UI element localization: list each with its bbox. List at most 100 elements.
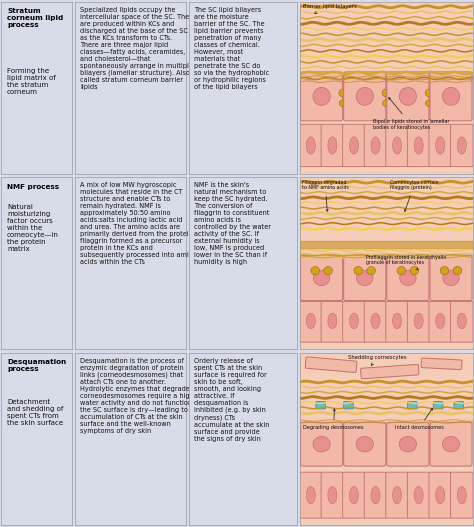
Text: Forming the
lipid matrix of
the stratum
corneum: Forming the lipid matrix of the stratum … (7, 68, 56, 95)
Ellipse shape (392, 486, 401, 504)
Ellipse shape (440, 267, 449, 275)
FancyBboxPatch shape (421, 358, 462, 369)
Ellipse shape (349, 313, 358, 329)
Ellipse shape (339, 89, 347, 97)
Ellipse shape (392, 313, 401, 329)
Ellipse shape (306, 313, 315, 329)
FancyBboxPatch shape (316, 402, 326, 409)
Text: Bipolar lipids stored in lamellar
bodies of keratinocytes: Bipolar lipids stored in lamellar bodies… (373, 97, 449, 130)
FancyBboxPatch shape (344, 422, 386, 466)
FancyBboxPatch shape (450, 301, 473, 342)
Ellipse shape (383, 100, 390, 106)
Ellipse shape (436, 137, 445, 154)
Text: Comeocytes contain
filaggrin (protein): Comeocytes contain filaggrin (protein) (390, 180, 438, 211)
FancyBboxPatch shape (430, 422, 472, 466)
Text: A mix of low MW hygroscopic
molecules that reside in the CT
structure and enable: A mix of low MW hygroscopic molecules th… (81, 182, 197, 265)
Ellipse shape (410, 267, 419, 275)
FancyBboxPatch shape (361, 364, 419, 379)
Ellipse shape (349, 486, 358, 504)
FancyBboxPatch shape (364, 301, 387, 342)
FancyBboxPatch shape (454, 402, 464, 409)
Text: Intact desmosomes: Intact desmosomes (395, 408, 444, 430)
Text: Desquamation is the process of
enzymic degradation of protein
links (corneodesmo: Desquamation is the process of enzymic d… (81, 358, 199, 434)
Ellipse shape (392, 137, 401, 154)
Text: Degrading desmosomes: Degrading desmosomes (303, 409, 364, 430)
FancyBboxPatch shape (430, 72, 472, 121)
FancyBboxPatch shape (305, 357, 357, 373)
Text: Barrier lipid bilayers: Barrier lipid bilayers (303, 4, 357, 13)
Text: Stratum
corneum lipid
process: Stratum corneum lipid process (7, 8, 64, 28)
Ellipse shape (354, 267, 363, 275)
Ellipse shape (371, 313, 380, 329)
Ellipse shape (397, 267, 406, 275)
Ellipse shape (356, 87, 374, 105)
Ellipse shape (306, 137, 315, 154)
FancyBboxPatch shape (344, 255, 386, 300)
Ellipse shape (367, 267, 375, 275)
Text: NMF process: NMF process (7, 184, 59, 190)
Ellipse shape (313, 436, 330, 452)
Ellipse shape (414, 313, 423, 329)
Ellipse shape (443, 270, 459, 286)
Ellipse shape (457, 137, 466, 154)
FancyBboxPatch shape (344, 72, 386, 121)
Text: Shedding corneocytes: Shedding corneocytes (348, 355, 407, 365)
FancyBboxPatch shape (430, 255, 472, 300)
Ellipse shape (426, 100, 433, 106)
Text: The SC lipid bilayers
are the moisture
barrier of the SC. The
lipid barrier prev: The SC lipid bilayers are the moisture b… (194, 7, 269, 90)
FancyBboxPatch shape (343, 124, 365, 167)
Text: Detachment
and shedding of
spent CTs from
the skin surface: Detachment and shedding of spent CTs fro… (7, 399, 64, 426)
Ellipse shape (371, 137, 380, 154)
FancyBboxPatch shape (321, 124, 344, 167)
FancyBboxPatch shape (433, 402, 443, 409)
FancyBboxPatch shape (344, 402, 353, 409)
Text: Filaggrin degraded
to NMF amino acids: Filaggrin degraded to NMF amino acids (302, 180, 349, 211)
Ellipse shape (371, 486, 380, 504)
Ellipse shape (311, 267, 319, 275)
Text: Natural
moisturizing
factor occurs
within the
comeocyte—in
the protein
matrix: Natural moisturizing factor occurs withi… (7, 204, 59, 252)
Ellipse shape (382, 89, 391, 97)
Ellipse shape (328, 313, 337, 329)
FancyBboxPatch shape (450, 124, 473, 167)
Ellipse shape (356, 436, 374, 452)
Ellipse shape (399, 436, 417, 452)
FancyBboxPatch shape (343, 301, 365, 342)
Ellipse shape (436, 486, 445, 504)
Ellipse shape (328, 486, 337, 504)
FancyBboxPatch shape (321, 301, 344, 342)
Text: Orderly release of
spent CTs at the skin
surface is required for
skin to be soft: Orderly release of spent CTs at the skin… (194, 358, 269, 442)
FancyBboxPatch shape (386, 124, 409, 167)
Text: Desquamation
process: Desquamation process (7, 359, 66, 373)
Ellipse shape (313, 270, 330, 286)
Ellipse shape (457, 313, 466, 329)
FancyBboxPatch shape (429, 124, 452, 167)
FancyBboxPatch shape (387, 422, 429, 466)
Ellipse shape (339, 100, 347, 106)
FancyBboxPatch shape (386, 472, 409, 518)
Text: NMF is the skin's
natural mechanism to
keep the SC hydrated.
The conversion of
f: NMF is the skin's natural mechanism to k… (194, 182, 271, 265)
Ellipse shape (356, 270, 373, 286)
Text: Profilaggrin stored in keratohyalin
granule of keratinocytes: Profilaggrin stored in keratohyalin gran… (365, 255, 446, 270)
FancyBboxPatch shape (387, 255, 429, 300)
FancyBboxPatch shape (450, 472, 473, 518)
Ellipse shape (399, 87, 417, 105)
FancyBboxPatch shape (364, 472, 387, 518)
Ellipse shape (442, 436, 460, 452)
Ellipse shape (414, 486, 423, 504)
Ellipse shape (436, 313, 445, 329)
Ellipse shape (306, 486, 315, 504)
FancyBboxPatch shape (386, 301, 409, 342)
Ellipse shape (442, 87, 460, 105)
Ellipse shape (328, 137, 337, 154)
FancyBboxPatch shape (300, 472, 322, 518)
FancyBboxPatch shape (300, 124, 322, 167)
FancyBboxPatch shape (429, 472, 452, 518)
Ellipse shape (414, 137, 423, 154)
Ellipse shape (457, 486, 466, 504)
Ellipse shape (425, 89, 434, 97)
FancyBboxPatch shape (300, 301, 322, 342)
FancyBboxPatch shape (407, 472, 430, 518)
FancyBboxPatch shape (429, 301, 452, 342)
FancyBboxPatch shape (301, 422, 343, 466)
FancyBboxPatch shape (407, 301, 430, 342)
